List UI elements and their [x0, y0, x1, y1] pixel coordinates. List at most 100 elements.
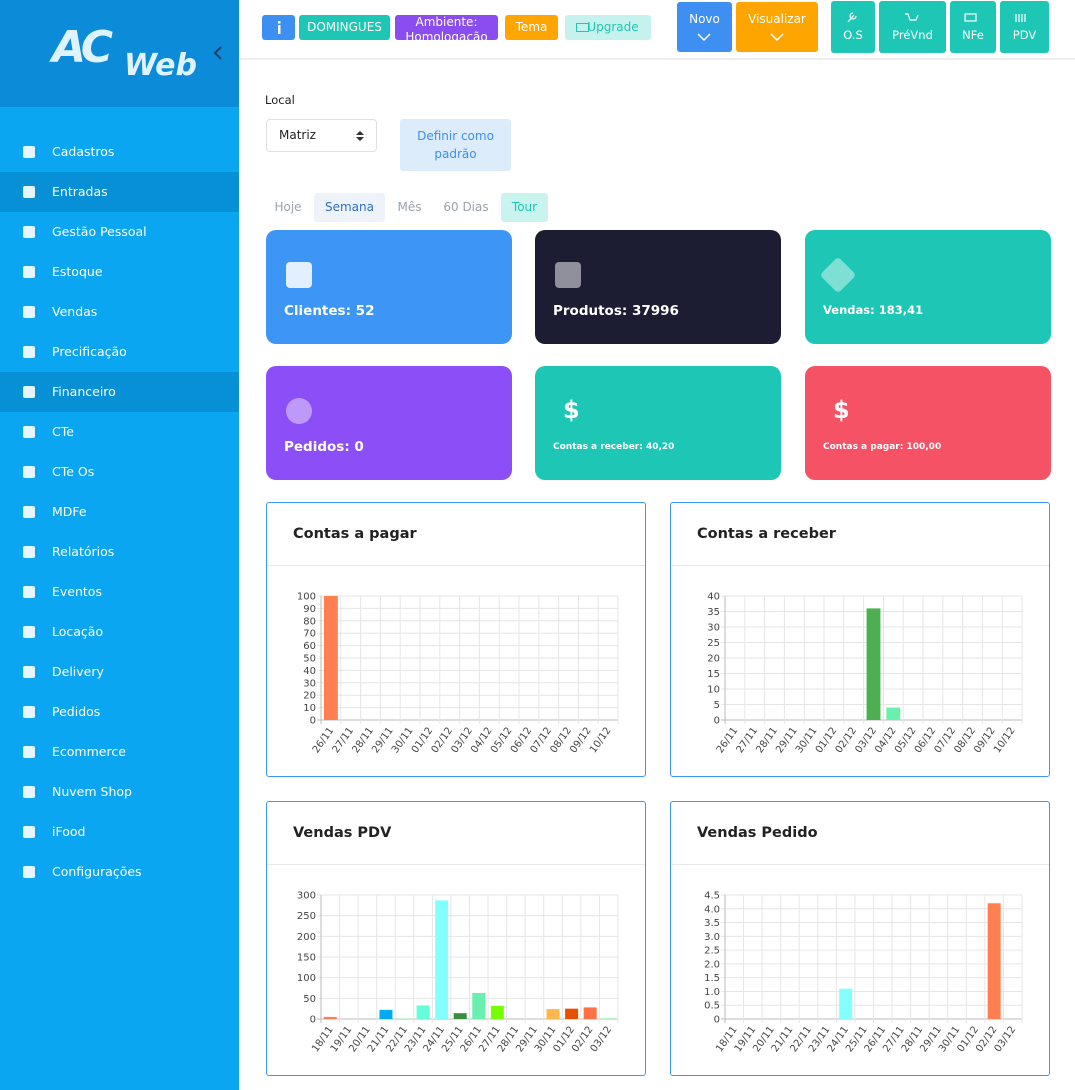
card-icon: [819, 256, 857, 294]
info-icon: [277, 21, 280, 34]
menu-label: Delivery: [52, 664, 104, 679]
menu-item[interactable]: Entradas: [0, 172, 239, 212]
new-button[interactable]: Novo: [677, 2, 732, 52]
menu-icon: [23, 466, 35, 478]
chart-panel: Contas a pagar 0 10 20 30 40 50 60 70 80 90 100 26/1…: [266, 502, 646, 777]
menu-label: Nuvem Shop: [52, 784, 132, 799]
menu-label: Gestão Pessoal: [52, 224, 147, 239]
panel-header: Vendas PDV: [267, 802, 645, 865]
set-default-button[interactable]: Definir como padrão: [400, 119, 511, 171]
card-icon: [286, 262, 312, 288]
menu-item[interactable]: Locação: [0, 612, 239, 652]
card-label: Clientes: 52: [284, 303, 375, 319]
card-label: Produtos: 37996: [553, 303, 679, 319]
menu-label: Estoque: [52, 264, 103, 279]
pdv-button[interactable]: PDV: [1000, 1, 1049, 53]
period-tab[interactable]: Semana: [314, 193, 385, 222]
bar: [987, 903, 1001, 1019]
y-tick-label: 50: [303, 994, 316, 1005]
menu-item[interactable]: Financeiro: [0, 372, 239, 412]
bar: [602, 1017, 616, 1019]
y-tick-label: 5: [714, 700, 720, 711]
menu-label: Locação: [52, 624, 104, 639]
chart: 051015202530354026/1127/1128/1129/1130/1…: [707, 592, 1023, 755]
chart-title: Contas a pagar: [293, 526, 417, 542]
menu-item[interactable]: iFood: [0, 812, 239, 852]
menu-item[interactable]: Configurações: [0, 852, 239, 892]
y-tick-label: 1.0: [704, 987, 720, 998]
local-select[interactable]: Matriz: [266, 119, 377, 152]
y-tick-label: 10: [303, 703, 316, 714]
menu-icon: [23, 386, 35, 398]
company-badge[interactable]: DOMINGUES: [299, 15, 390, 40]
bar: [839, 988, 853, 1019]
menu-icon: [23, 426, 35, 438]
nfe-button[interactable]: NFe: [950, 1, 996, 53]
os-button[interactable]: O.S: [831, 1, 875, 53]
card-sales[interactable]: Vendas: 183,41: [805, 230, 1051, 344]
sidebar: AC Web Cadastros Entradas Gestão Pessoal Es…: [0, 0, 239, 1090]
period-tab[interactable]: Tour: [501, 193, 548, 222]
chevron: [697, 33, 711, 41]
card-label: Pedidos: 0: [284, 439, 364, 455]
y-tick-label: 40: [303, 666, 316, 677]
info-button[interactable]: [262, 15, 295, 40]
y-tick-label: 40: [707, 592, 720, 603]
chart-title: Vendas Pedido: [697, 825, 818, 841]
menu-item[interactable]: Estoque: [0, 252, 239, 292]
panel-header: Vendas Pedido: [671, 802, 1049, 865]
y-tick-label: 20: [707, 654, 720, 665]
menu-icon: [23, 346, 35, 358]
prevnd-button[interactable]: PréVnd: [879, 1, 946, 53]
menu-item[interactable]: Pedidos: [0, 692, 239, 732]
card-clients[interactable]: Clientes: 52: [266, 230, 512, 344]
y-tick-label: 300: [297, 891, 316, 902]
card-payable[interactable]: $ Contas a pagar: 100,00: [805, 366, 1051, 480]
card-orders[interactable]: Pedidos: 0: [266, 366, 512, 480]
chart-title: Vendas PDV: [293, 825, 392, 841]
y-tick-label: 100: [297, 973, 316, 984]
period-tab[interactable]: Mês: [397, 200, 422, 214]
menu-item[interactable]: Precificação: [0, 332, 239, 372]
bar: [398, 1018, 412, 1019]
menu-item[interactable]: CTe Os: [0, 452, 239, 492]
card-receivable[interactable]: $ Contas a receber: 40,20: [535, 366, 781, 480]
period-tab[interactable]: 60 Dias: [443, 200, 489, 214]
menu-item[interactable]: Cadastros: [0, 132, 239, 172]
menu-item[interactable]: Vendas: [0, 292, 239, 332]
y-tick-label: 100: [297, 592, 316, 603]
y-tick-label: 3.5: [704, 918, 720, 929]
theme-button[interactable]: Tema: [505, 15, 558, 40]
menu-item[interactable]: Ecommerce: [0, 732, 239, 772]
topbar-border: [239, 58, 1075, 60]
y-tick-label: 3.0: [704, 932, 720, 943]
menu-label: Pedidos: [52, 704, 101, 719]
view-button[interactable]: Visualizar: [736, 2, 818, 52]
menu-item[interactable]: CTe: [0, 412, 239, 452]
menu-label: Cadastros: [52, 144, 115, 159]
menu-label: Configurações: [52, 864, 142, 879]
menu-item[interactable]: Eventos: [0, 572, 239, 612]
shortcut-icons: [847, 12, 1026, 23]
menu-item[interactable]: Gestão Pessoal: [0, 212, 239, 252]
card-products[interactable]: Produtos: 37996: [535, 230, 781, 344]
menu-label: MDFe: [52, 504, 87, 519]
y-tick-label: 1.5: [704, 973, 720, 984]
collapse-icon[interactable]: [211, 45, 225, 61]
period-tab[interactable]: Hoje: [274, 200, 302, 214]
bar: [379, 1009, 393, 1019]
bar: [490, 1005, 504, 1019]
y-tick-label: 50: [303, 654, 316, 665]
menu-item[interactable]: MDFe: [0, 492, 239, 532]
chevron: [770, 33, 784, 41]
upgrade-button[interactable]: Upgrade: [565, 15, 651, 40]
chart-title: Contas a receber: [697, 526, 836, 542]
menu-icon: [23, 546, 35, 558]
menu-item[interactable]: Delivery: [0, 652, 239, 692]
menu-item[interactable]: Nuvem Shop: [0, 772, 239, 812]
environment-badge[interactable]: Ambiente: Homologação: [395, 15, 498, 40]
menu-icon: [23, 786, 35, 798]
menu-item[interactable]: Relatórios: [0, 532, 239, 572]
menu-label: Vendas: [52, 304, 98, 319]
y-tick-label: 30: [707, 623, 720, 634]
